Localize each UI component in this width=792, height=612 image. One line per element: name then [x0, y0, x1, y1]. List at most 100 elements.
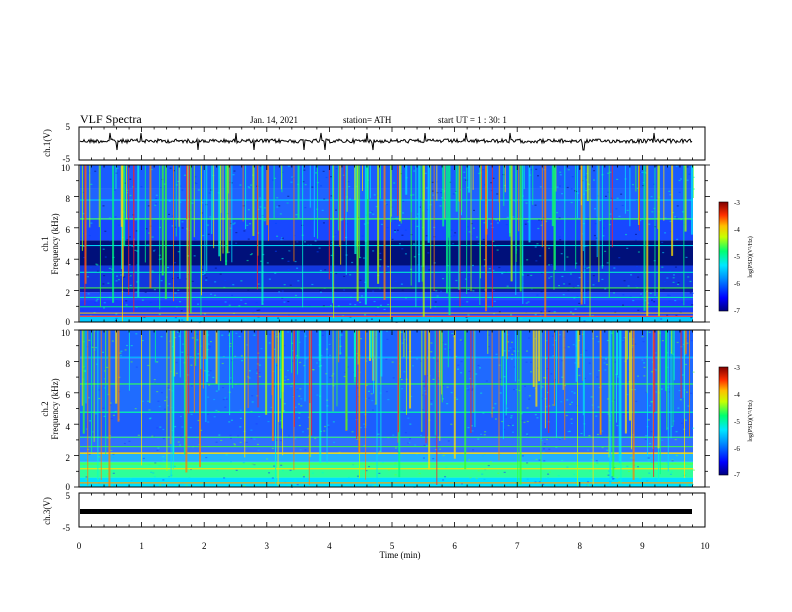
spectrogram-speckle [102, 283, 105, 285]
spectrogram-speckle [150, 471, 153, 473]
spectrogram-speckle [142, 457, 145, 460]
spectrogram-sferic [383, 165, 386, 300]
spectrogram-tone [80, 356, 693, 358]
spectrogram-speckle [233, 444, 236, 446]
spectrogram-speckle [587, 217, 590, 219]
spectrogram-speckle [481, 473, 484, 475]
spectrogram-speckle [95, 363, 98, 365]
spectrogram-speckle [607, 172, 610, 174]
spectrogram-speckle [96, 264, 99, 266]
spectrogram-speckle [205, 279, 208, 281]
spectrogram-speckle [160, 336, 163, 338]
spectrogram-sferic [592, 330, 594, 485]
spectrogram-speckle [674, 438, 677, 441]
spectrogram-speckle [666, 294, 669, 296]
spectrogram-speckle [469, 275, 472, 278]
spectrogram-speckle [229, 434, 232, 437]
spectrogram-sferic [273, 165, 275, 220]
spectrogram-speckle [181, 351, 184, 353]
spectrogram-sferic [535, 330, 538, 407]
spectrogram-speckle [162, 428, 165, 431]
spectrogram-speckle [135, 230, 138, 232]
spectrogram-speckle [208, 192, 211, 194]
spectrogram-speckle [470, 389, 473, 391]
spectrogram-speckle [371, 399, 374, 402]
spectrogram-sferic [281, 165, 283, 193]
spectrogram-speckle [596, 462, 599, 464]
spectrogram-speckle [168, 200, 171, 202]
spectrogram-speckle [674, 216, 677, 218]
spectrogram-speckle [423, 444, 426, 446]
spectrogram-speckle [440, 290, 443, 292]
spectrogram-speckle [534, 313, 537, 316]
spectrogram-speckle [314, 437, 317, 440]
spectrogram-speckle [666, 366, 669, 369]
spectrogram-speckle [206, 224, 209, 226]
spectrogram-sferic [112, 165, 115, 303]
spectrogram-speckle [570, 201, 573, 204]
spectrogram-speckle [425, 187, 428, 189]
ch1-cb-tick-neg6: -6 [734, 280, 740, 288]
spectrogram-speckle [127, 330, 130, 332]
spectrogram-speckle [616, 197, 619, 199]
spectrogram-speckle [396, 229, 399, 231]
spectrogram-band [80, 218, 693, 241]
spectrogram-sferic [309, 330, 311, 404]
xtick-2: 2 [202, 541, 207, 551]
spectrogram-sferic [282, 330, 284, 413]
spectrogram-speckle [548, 264, 551, 266]
spectrogram-speckle [444, 343, 447, 345]
spectrogram-speckle [446, 403, 449, 405]
spectrogram-speckle [432, 378, 435, 380]
spectrogram-speckle [214, 281, 217, 283]
spectrogram-speckle [281, 237, 284, 239]
spectrogram-speckle [221, 362, 224, 365]
spectrogram-speckle [561, 376, 564, 378]
spectrogram-speckle [116, 167, 119, 169]
spectrogram-speckle [219, 273, 222, 275]
spectrogram-speckle [534, 414, 537, 416]
spectrogram-speckle [253, 463, 256, 466]
spectrogram-speckle [593, 208, 596, 210]
spectrogram-speckle [256, 369, 259, 371]
spectrogram-speckle [494, 403, 497, 405]
spectrogram-speckle [251, 395, 254, 397]
spectrogram-sferic [99, 165, 101, 308]
spectrogram-speckle [566, 256, 569, 258]
spectrogram-speckle [129, 194, 132, 197]
spectrogram-speckle [348, 198, 351, 200]
spectrogram-speckle [233, 170, 236, 172]
spectrogram-speckle [180, 310, 183, 312]
spectrogram-speckle [357, 387, 360, 389]
spectrogram-speckle [136, 250, 139, 252]
spectrogram-speckle [327, 354, 330, 356]
spectrogram-speckle [583, 377, 586, 380]
spectrogram-speckle [548, 277, 551, 279]
spectrogram-speckle [281, 286, 284, 288]
spectrogram-speckle [337, 305, 340, 307]
spectrogram-speckle [103, 387, 106, 389]
spectrogram-speckle [586, 267, 589, 269]
spectrogram-sferic [225, 165, 228, 266]
spectrogram-speckle [235, 469, 238, 472]
spectrogram-speckle [552, 404, 555, 406]
ch1-spectrogram [80, 165, 695, 324]
spectrogram-speckle [604, 250, 607, 252]
spectrogram-speckle [648, 405, 651, 407]
ch1-cb-tick-neg4: -4 [734, 226, 740, 234]
spectrogram-speckle [622, 294, 625, 296]
spectrogram-speckle [119, 274, 122, 276]
spectrogram-speckle [623, 280, 626, 282]
spectrogram-speckle [275, 364, 278, 367]
x-axis-label: Time (min) [380, 550, 421, 560]
spectrogram-speckle [260, 348, 263, 350]
spectrogram-speckle [492, 269, 495, 271]
spectrogram-speckle [407, 417, 410, 419]
spectrogram-sferic [458, 165, 461, 290]
spectrogram-speckle [395, 217, 398, 219]
spectrogram-sferic [332, 165, 334, 304]
spectrogram-speckle [575, 190, 578, 193]
ch3-tick-5: 5 [66, 491, 71, 501]
spectrogram-speckle [235, 231, 238, 234]
spectrogram-sferic [247, 330, 249, 409]
